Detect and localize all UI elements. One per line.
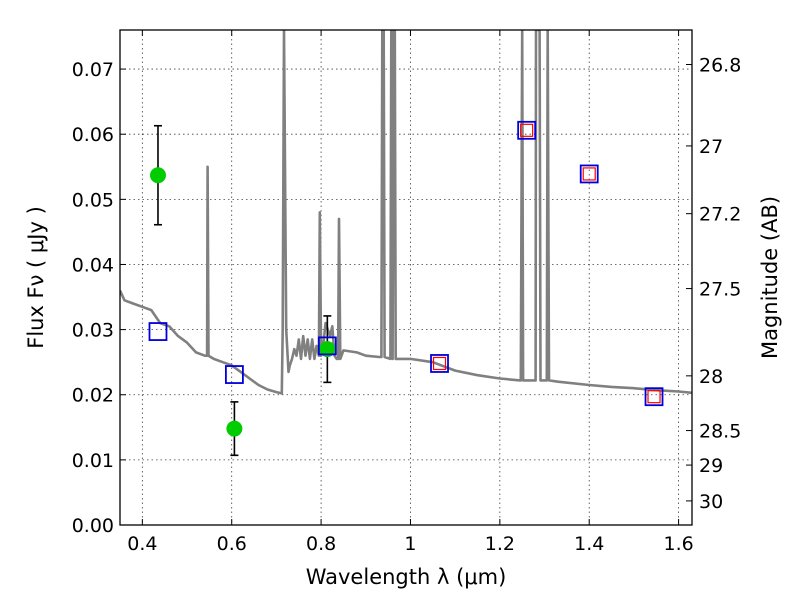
model-phot-inner-square-0 <box>432 356 447 371</box>
x-tick-label-1: 0.6 <box>217 533 247 555</box>
mag-tick-label-2: 27.2 <box>699 204 741 226</box>
y-tick-label-6: 0.06 <box>72 124 114 146</box>
x-tick-label-6: 1.6 <box>663 533 693 555</box>
x-tick-label-4: 1.2 <box>485 533 515 555</box>
mag-tick-label-6: 29 <box>699 455 723 477</box>
model-photometry-layer <box>148 120 664 407</box>
axis-ticks <box>120 30 692 526</box>
plot-frame <box>119 29 693 526</box>
y-tick-label-7: 0.07 <box>72 59 114 81</box>
model-spectrum-line <box>120 30 692 395</box>
mag-tick-label-5: 28.5 <box>699 421 741 443</box>
y-tick-label-5: 0.05 <box>72 189 114 211</box>
model-phot-square-3 <box>430 354 449 373</box>
model-phot-inner-square-1 <box>520 123 534 137</box>
model-phot-square-5 <box>579 164 599 184</box>
mag-tick-label-7: 30 <box>699 491 723 513</box>
x-tick-label-2: 0.8 <box>306 533 336 555</box>
model-phot-square-2 <box>317 336 337 356</box>
y-tick-label-3: 0.03 <box>72 320 114 342</box>
y-tick-label-4: 0.04 <box>72 254 114 276</box>
y-axis-title: Flux Fν ( μJy ) <box>24 206 48 349</box>
mag-tick-label-4: 28 <box>699 366 723 388</box>
x-tick-label-3: 1 <box>404 533 416 555</box>
observed-point-1 <box>226 420 243 437</box>
magnitude-axis-title: Magnitude (AB) <box>758 196 782 359</box>
y-tick-label-0: 0.00 <box>72 515 114 537</box>
model-phot-square-6 <box>644 387 664 407</box>
model-spectrum-layer <box>120 30 692 395</box>
x-tick-label-5: 1.4 <box>574 533 604 555</box>
x-tick-labels: 0.4 0.6 0.8 1 1.2 1.4 1.6 <box>127 533 693 555</box>
observed-points-layer <box>149 167 336 437</box>
mag-tick-label-3: 27.5 <box>699 279 741 301</box>
x-axis-title: Wavelength λ (μm) <box>306 565 507 589</box>
y-tick-labels: 0.00 0.01 0.02 0.03 0.04 0.05 0.06 0.07 <box>72 59 114 537</box>
observed-point-0 <box>149 167 166 184</box>
observed-point-2 <box>319 341 336 358</box>
model-phot-square-1 <box>224 365 244 384</box>
magnitude-tick-labels: 26.8 27 27.2 27.5 28 28.5 29 30 <box>699 55 741 513</box>
grid <box>120 30 692 525</box>
model-phot-inner-square-2 <box>582 167 596 181</box>
x-tick-label-0: 0.4 <box>127 533 157 555</box>
model-phot-square-0 <box>148 322 168 341</box>
mag-tick-label-0: 26.8 <box>699 55 741 77</box>
y-tick-label-1: 0.01 <box>72 450 114 472</box>
model-phot-inner-square-3 <box>647 390 661 404</box>
mag-tick-label-1: 27 <box>699 136 723 158</box>
y-tick-label-2: 0.02 <box>72 385 114 407</box>
model-phot-square-4 <box>517 120 537 140</box>
